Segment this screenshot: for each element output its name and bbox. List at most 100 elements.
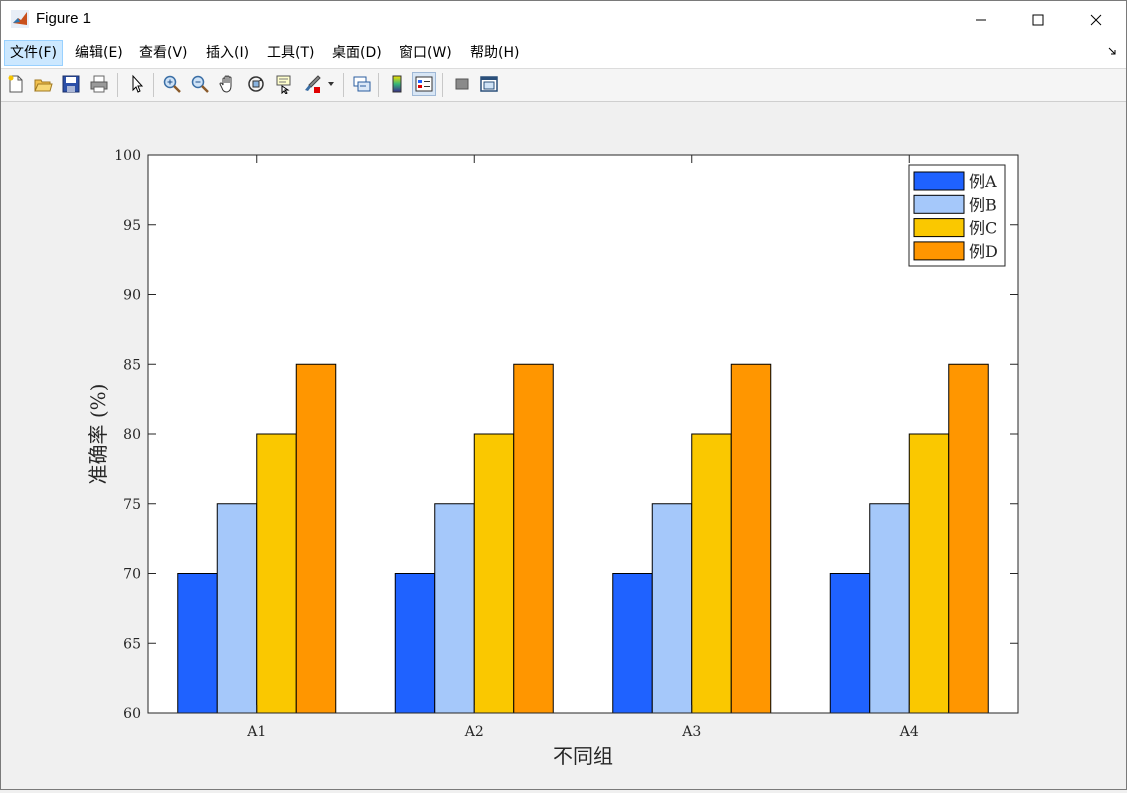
show-plot-tools-icon bbox=[480, 76, 498, 92]
menu-desktop[interactable]: 桌面(D) bbox=[332, 45, 382, 61]
bar bbox=[730, 363, 772, 714]
y-tick-label: 90 bbox=[123, 288, 141, 304]
y-axis-label: 准确率 (%) bbox=[86, 384, 110, 485]
close-icon bbox=[1090, 14, 1102, 25]
open-file-icon bbox=[34, 79, 53, 92]
legend-entry: 例A bbox=[969, 172, 997, 191]
minimize-icon bbox=[976, 19, 986, 20]
brush-button[interactable] bbox=[300, 72, 324, 96]
chevron-down-icon bbox=[328, 82, 334, 86]
menu-help[interactable]: 帮助(H) bbox=[470, 45, 520, 61]
y-tick-label: 100 bbox=[114, 148, 141, 164]
maximize-icon bbox=[1032, 14, 1044, 25]
zoom-in-button[interactable] bbox=[160, 72, 184, 96]
zoom-out-icon bbox=[191, 75, 209, 93]
pan-button[interactable] bbox=[216, 72, 240, 96]
insert-legend-button[interactable] bbox=[412, 72, 436, 96]
bar bbox=[948, 363, 989, 714]
zoom-in-icon bbox=[163, 75, 181, 93]
edit-plot-icon bbox=[132, 74, 144, 93]
brush-dropdown[interactable] bbox=[324, 72, 338, 96]
bar bbox=[394, 573, 436, 714]
y-tick-label: 60 bbox=[123, 706, 141, 722]
y-tick-label: 95 bbox=[123, 218, 141, 234]
bar bbox=[908, 433, 950, 714]
dock-arrow-icon[interactable] bbox=[1108, 46, 1118, 56]
legend-swatch bbox=[913, 241, 965, 261]
menu-file[interactable]: 文件(F) bbox=[4, 40, 63, 66]
legend-swatch bbox=[913, 171, 965, 191]
matlab-logo-icon bbox=[11, 10, 29, 28]
save-icon bbox=[62, 75, 80, 93]
toolbar-separator bbox=[442, 73, 443, 97]
new-figure-button[interactable] bbox=[4, 72, 28, 96]
y-tick-label: 75 bbox=[123, 497, 141, 513]
minimize-button[interactable] bbox=[953, 1, 1009, 38]
data-cursor-icon bbox=[276, 75, 291, 94]
y-tick-label: 70 bbox=[123, 567, 141, 583]
y-tick-label: 80 bbox=[123, 427, 141, 443]
x-tick-label: A4 bbox=[899, 724, 919, 740]
menu-bar: 文件(F) 编辑(E) 查看(V) 插入(I) 工具(T) 桌面(D) 窗口(W… bbox=[1, 38, 1126, 69]
bar bbox=[691, 433, 732, 714]
link-plot-icon bbox=[353, 76, 371, 92]
insert-colorbar-button[interactable] bbox=[385, 72, 409, 96]
hide-plot-tools-icon bbox=[455, 78, 469, 90]
bar bbox=[869, 503, 910, 714]
open-file-button[interactable] bbox=[31, 72, 55, 96]
close-button[interactable] bbox=[1068, 1, 1124, 38]
rotate-3d-button[interactable] bbox=[244, 72, 268, 96]
save-button[interactable] bbox=[59, 72, 83, 96]
legend-entry: 例D bbox=[969, 242, 998, 261]
bar bbox=[295, 363, 337, 714]
bar bbox=[513, 363, 554, 714]
insert-colorbar-icon bbox=[392, 75, 402, 93]
menu-window[interactable]: 窗口(W) bbox=[399, 45, 452, 61]
hide-plot-tools-button[interactable] bbox=[450, 72, 474, 96]
x-tick-label: A1 bbox=[246, 724, 266, 740]
legend-entry: 例B bbox=[969, 195, 997, 214]
menu-insert[interactable]: 插入(I) bbox=[206, 45, 250, 61]
bar bbox=[177, 573, 218, 714]
menu-tools[interactable]: 工具(T) bbox=[267, 45, 315, 61]
menu-view[interactable]: 查看(V) bbox=[139, 45, 188, 61]
brush-icon bbox=[305, 75, 321, 93]
insert-legend-icon bbox=[415, 76, 433, 92]
show-plot-tools-button[interactable] bbox=[477, 72, 501, 96]
bar bbox=[612, 573, 653, 714]
zoom-out-button[interactable] bbox=[188, 72, 212, 96]
toolbar-separator bbox=[117, 73, 118, 97]
bar bbox=[829, 573, 871, 714]
toolbar-separator bbox=[153, 73, 154, 97]
figure-toolbar bbox=[1, 69, 1126, 102]
legend-swatch bbox=[913, 194, 965, 214]
bar bbox=[434, 503, 475, 714]
figure-canvas: 60 65 70 75 80 85 90 95 100 A1 A2 A3 A4 不同组 准确率 (%) 例A 例… bbox=[1, 102, 1126, 789]
legend-entry: 例C bbox=[969, 219, 997, 238]
toolbar-separator bbox=[343, 73, 344, 97]
edit-plot-button[interactable] bbox=[125, 72, 149, 96]
bar bbox=[256, 433, 297, 714]
print-icon bbox=[90, 75, 108, 93]
x-axis-label: 不同组 bbox=[553, 744, 613, 768]
y-tick-label: 65 bbox=[123, 636, 141, 652]
y-tick-label: 85 bbox=[123, 357, 141, 373]
data-cursor-button[interactable] bbox=[272, 72, 296, 96]
window-title: Figure 1 bbox=[36, 10, 92, 27]
pan-icon bbox=[219, 75, 232, 93]
rotate-3d-icon bbox=[248, 76, 264, 92]
new-figure-icon bbox=[8, 75, 23, 93]
menu-edit[interactable]: 编辑(E) bbox=[75, 45, 123, 61]
print-button[interactable] bbox=[87, 72, 111, 96]
bar bbox=[473, 433, 515, 714]
maximize-button[interactable] bbox=[1010, 1, 1066, 38]
link-plot-button[interactable] bbox=[350, 72, 374, 96]
x-tick-label: A2 bbox=[464, 724, 484, 740]
bar bbox=[216, 503, 258, 714]
title-bar: Figure 1 bbox=[1, 1, 1126, 38]
toolbar-separator bbox=[378, 73, 379, 97]
bar bbox=[651, 503, 693, 714]
bar-chart: 60 65 70 75 80 85 90 95 100 A1 A2 A3 A4 不同组 准确率 (%) 例A 例… bbox=[86, 148, 1019, 768]
legend-swatch bbox=[913, 218, 965, 238]
